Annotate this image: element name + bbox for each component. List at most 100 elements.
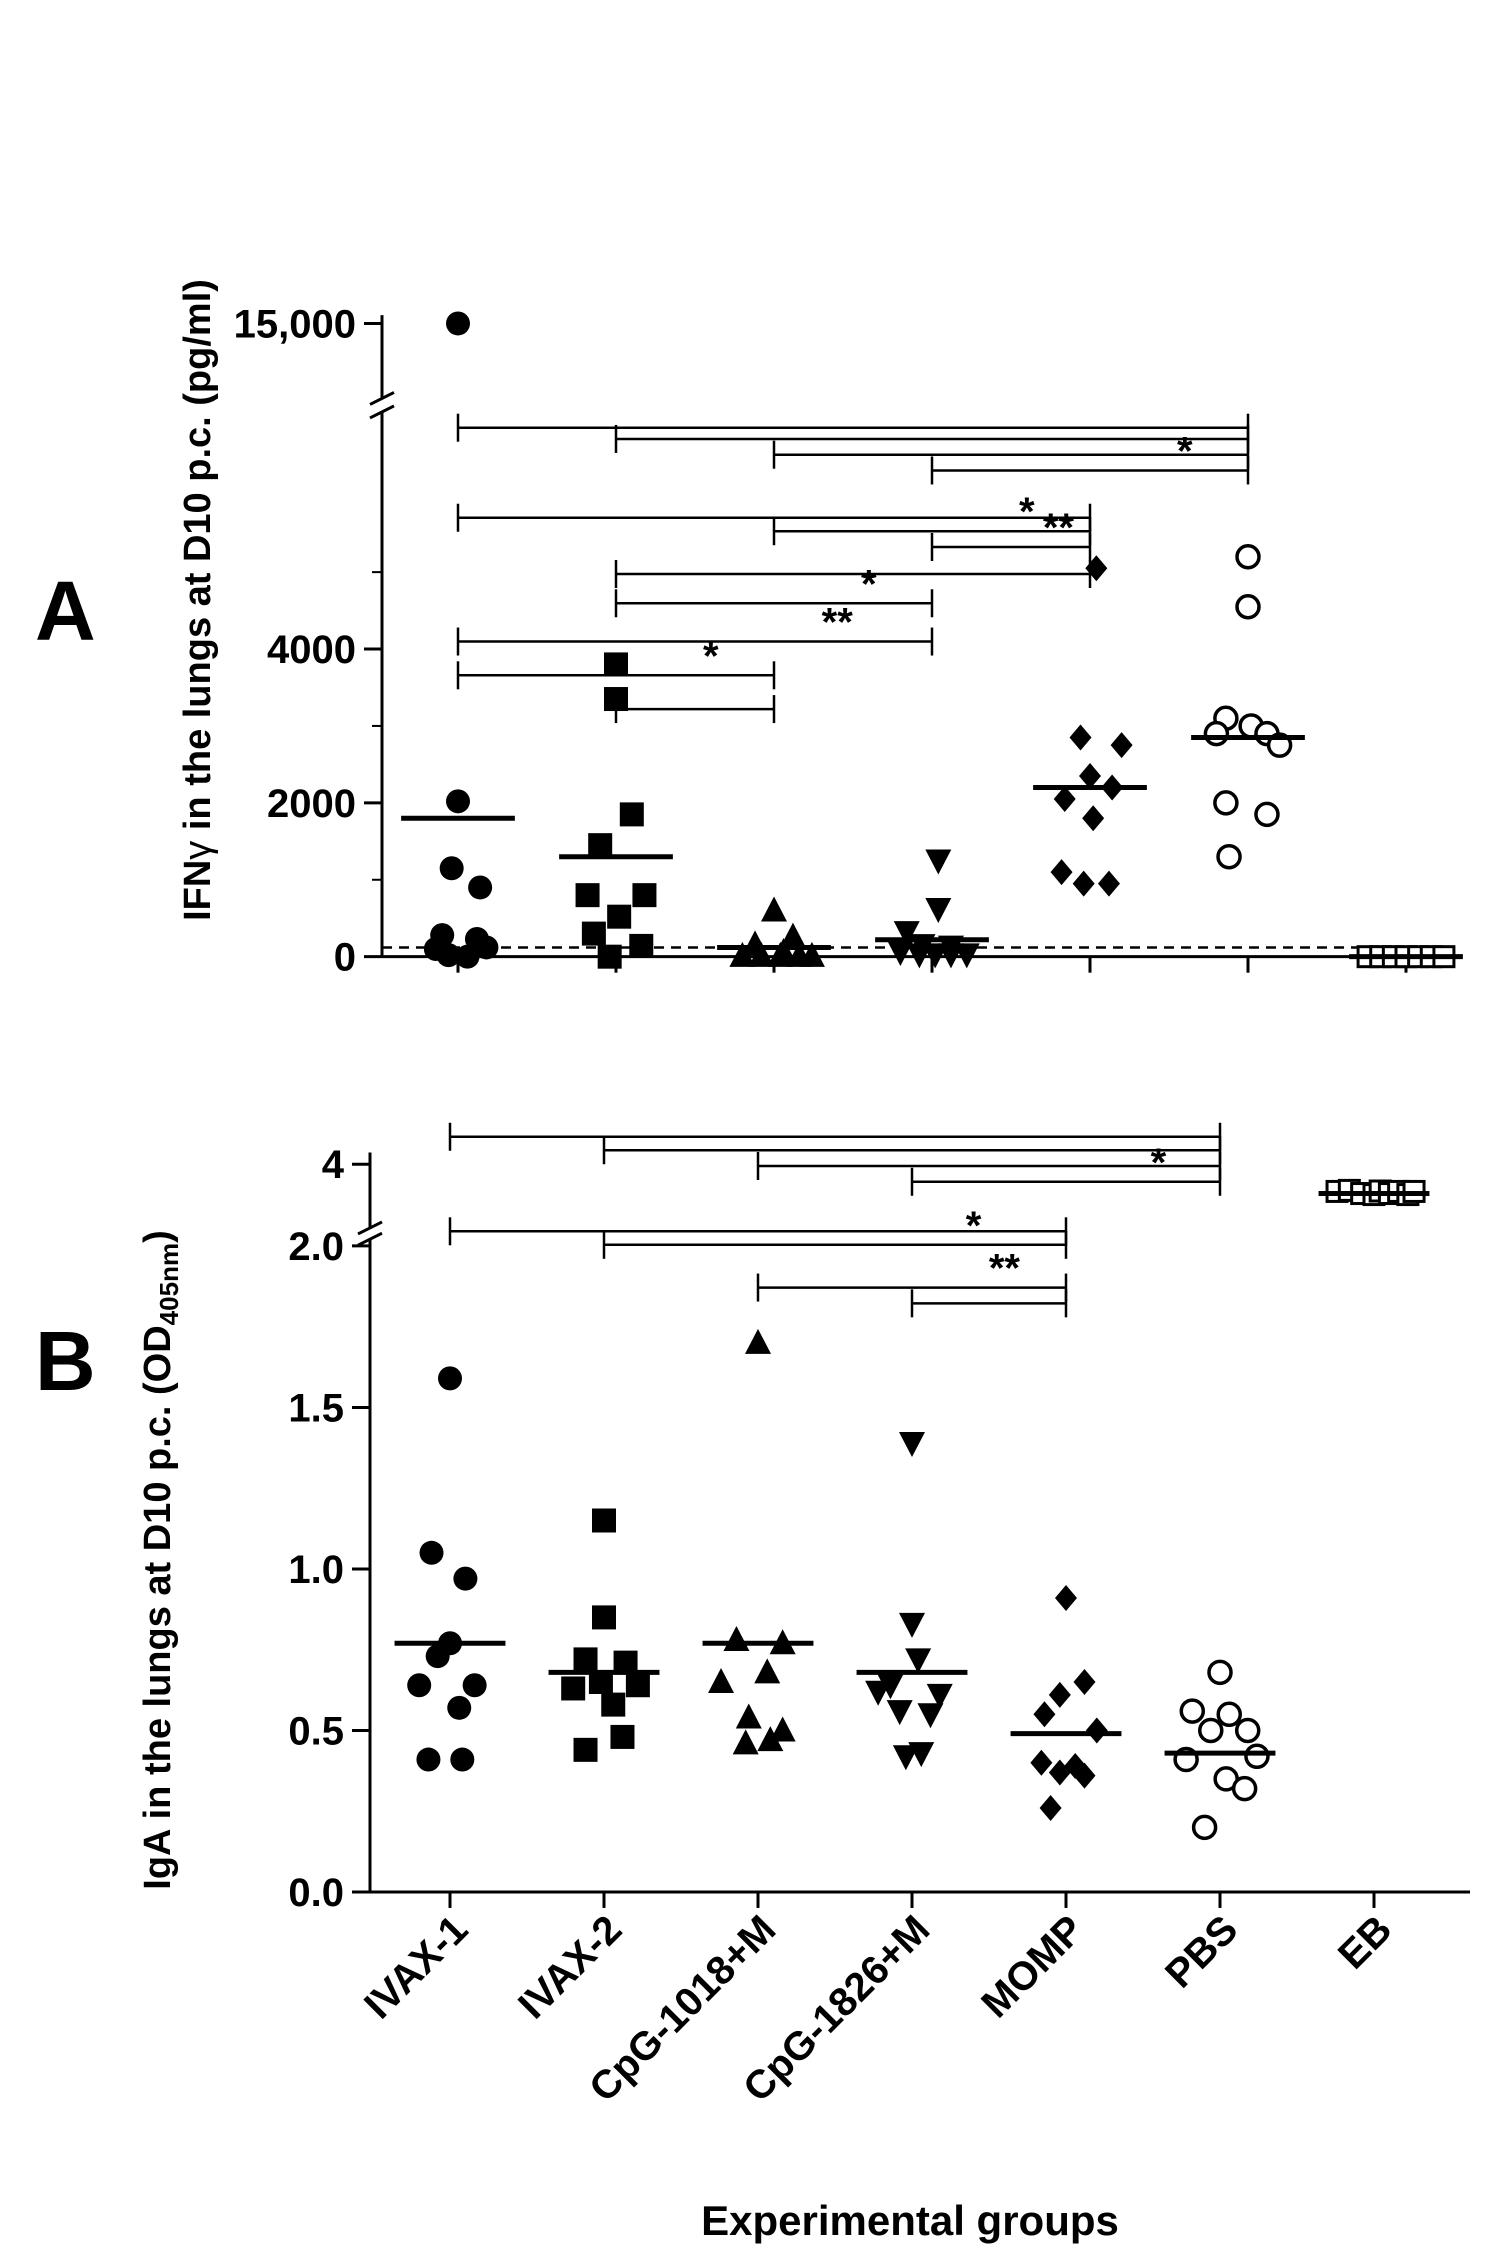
x-tick-label: PBS: [1157, 1907, 1246, 1996]
x-axis-title: Experimental groups: [701, 2197, 1119, 2244]
data-point: [561, 1676, 586, 1701]
y-tick-label: 4000: [267, 628, 356, 672]
data-point: [865, 1680, 892, 1706]
data-point: [629, 933, 654, 958]
series-eb: [1318, 1178, 1430, 1207]
significance-bracket: **: [930, 506, 1092, 561]
data-point: [597, 944, 622, 969]
data-point: [926, 1683, 953, 1709]
data-point: [1030, 1749, 1053, 1776]
data-point: [1039, 1794, 1062, 1821]
data-point: [899, 1431, 925, 1457]
significance-bracket: [614, 695, 776, 724]
significance-bracket: [602, 1136, 1222, 1165]
y-title-suffix: in the lungs at D10 p.c. (pg/ml): [177, 279, 219, 841]
data-point: [1073, 1669, 1096, 1696]
data-point: [447, 1695, 472, 1720]
significance-label: **: [822, 601, 854, 645]
data-point: [1207, 1659, 1233, 1686]
data-point: [632, 883, 657, 908]
series-cpg-1826-m: [875, 849, 989, 969]
data-point: [1235, 593, 1261, 620]
series-ivax-1: [401, 311, 515, 969]
data-point: [1231, 1775, 1258, 1802]
panel-a: A IFNγ in the lungs at D10 p.c. (pg/ml) …: [35, 279, 1463, 980]
y-title-gamma: γ: [177, 841, 219, 860]
data-point: [581, 921, 606, 946]
significance-bracket: *: [456, 634, 776, 690]
data-point: [625, 1673, 650, 1698]
data-point: [604, 652, 628, 677]
data-point: [416, 1747, 441, 1772]
data-point: [925, 849, 952, 875]
significance-bracket: *: [930, 429, 1250, 485]
series-momp: [1010, 1585, 1122, 1821]
x-tick-label: MOMP: [973, 1907, 1092, 2026]
data-point: [899, 1612, 925, 1638]
data-point: [1191, 1814, 1218, 1841]
data-point: [446, 311, 470, 336]
significance-bracket: [614, 560, 1092, 589]
data-point: [610, 1724, 635, 1749]
data-point: [1048, 1759, 1071, 1786]
data-point: [729, 941, 756, 967]
data-point: [1048, 1681, 1071, 1708]
data-point: [1244, 1743, 1270, 1770]
significance-bracket: **: [456, 601, 934, 656]
data-point: [754, 1658, 781, 1684]
x-tick-label: IVAX-2: [510, 1907, 630, 2027]
data-point: [798, 941, 825, 967]
data-point: [438, 1366, 462, 1391]
data-point: [893, 921, 920, 947]
y-tick-label: 2.0: [288, 1225, 344, 1269]
y-tick-label: 0.0: [288, 1871, 344, 1915]
data-point: [453, 1566, 478, 1591]
axis-break-mark: [369, 404, 395, 420]
data-point: [450, 1747, 475, 1772]
data-point: [601, 1692, 626, 1717]
series-ivax-2: [548, 1508, 660, 1762]
data-point: [1033, 1701, 1056, 1728]
data-point: [877, 1674, 904, 1700]
data-point: [1082, 805, 1105, 832]
data-point: [732, 1729, 759, 1755]
data-point: [735, 1703, 762, 1729]
data-point: [607, 904, 632, 929]
series-pbs: [1191, 543, 1305, 870]
y-title-subscript: 405nm: [154, 1243, 184, 1325]
y-tick-label: 1.0: [288, 1548, 344, 1592]
y-tick-label: 1.5: [288, 1386, 344, 1430]
data-point: [708, 1668, 735, 1694]
data-point: [908, 1742, 935, 1768]
data-point: [1216, 843, 1242, 870]
data-point: [767, 941, 794, 967]
data-point: [745, 1328, 771, 1354]
data-point: [769, 1716, 796, 1742]
panel-a-label: A: [35, 564, 96, 658]
significance-bracket: [456, 413, 1250, 442]
y-title-prefix: IgA in the lungs at D10 p.c. (OD: [137, 1325, 179, 1889]
data-point: [1097, 870, 1120, 897]
data-point: [436, 943, 461, 968]
data-point: [1055, 1585, 1077, 1612]
axis-break-mark: [357, 1220, 383, 1236]
data-point: [439, 856, 464, 881]
panel-b-y-axis-title: IgA in the lungs at D10 p.c. (OD405nm): [137, 1230, 184, 1889]
y-tick-label: 0.5: [288, 1709, 344, 1753]
data-point: [779, 922, 806, 948]
axis-break-mark: [369, 391, 395, 406]
significance-label: **: [1043, 506, 1075, 550]
data-point: [887, 941, 914, 967]
significance-label: *: [703, 634, 719, 678]
x-tick-label: EB: [1330, 1907, 1400, 1977]
data-point: [1179, 1698, 1206, 1724]
y-title-suffix: ): [137, 1230, 179, 1243]
panel-a-y-axis-title: IFNγ in the lungs at D10 p.c. (pg/ml): [177, 279, 219, 921]
data-point: [407, 1673, 432, 1698]
series-pbs: [1164, 1659, 1276, 1841]
y-tick-label: 0: [334, 936, 356, 980]
data-point: [1072, 870, 1095, 897]
significance-bracket: *: [910, 1141, 1222, 1196]
series-eb: [1349, 945, 1463, 969]
series-cpg-1018-m: [702, 1328, 814, 1755]
